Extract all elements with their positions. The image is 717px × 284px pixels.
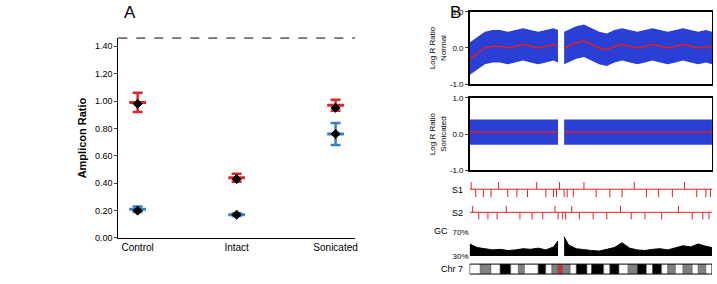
svg-text:S1: S1 xyxy=(452,185,463,195)
svg-text:-1.0: -1.0 xyxy=(450,166,464,175)
svg-text:S2: S2 xyxy=(452,208,463,218)
svg-text:Chr 7: Chr 7 xyxy=(441,264,463,274)
svg-text:70%: 70% xyxy=(453,228,469,237)
svg-text:0.40: 0.40 xyxy=(95,178,113,188)
svg-text:30%: 30% xyxy=(453,252,469,261)
svg-text:Sonicated: Sonicated xyxy=(313,242,357,253)
svg-text:B: B xyxy=(450,3,461,22)
svg-text:GC: GC xyxy=(434,226,448,236)
svg-text:-1.0: -1.0 xyxy=(450,80,464,89)
svg-text:0.60: 0.60 xyxy=(95,151,113,161)
svg-text:0.0: 0.0 xyxy=(452,44,464,53)
svg-text:0.00: 0.00 xyxy=(95,233,113,243)
svg-text:Log R RatioNormal: Log R RatioNormal xyxy=(428,26,447,69)
svg-text:Log R RatioSonicated: Log R RatioSonicated xyxy=(428,112,447,155)
svg-text:0.20: 0.20 xyxy=(95,206,113,216)
svg-text:0.80: 0.80 xyxy=(95,124,113,134)
svg-text:Intact: Intact xyxy=(224,242,249,253)
svg-text:1.0: 1.0 xyxy=(452,8,464,17)
svg-text:1.40: 1.40 xyxy=(95,41,113,51)
svg-text:1.00: 1.00 xyxy=(95,96,113,106)
svg-text:Amplicon Ratio: Amplicon Ratio xyxy=(76,97,88,178)
svg-text:Control: Control xyxy=(122,242,154,253)
svg-text:1.0: 1.0 xyxy=(452,94,464,103)
svg-text:A: A xyxy=(124,3,136,22)
svg-text:1.20: 1.20 xyxy=(95,69,113,79)
svg-text:0.0: 0.0 xyxy=(452,130,464,139)
